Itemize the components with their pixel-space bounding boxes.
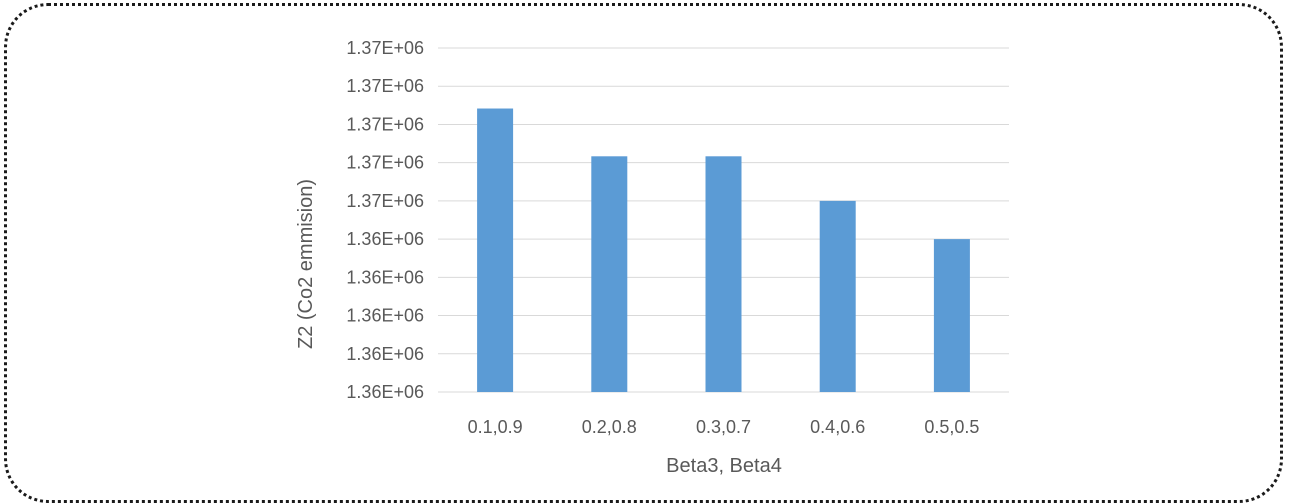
y-tick-label: 1.36E+06	[346, 382, 424, 402]
y-tick-label: 1.37E+06	[346, 153, 424, 173]
y-axis-title: Z2 (Co2 emmision)	[295, 179, 317, 349]
x-axis-title: Beta3, Beta4	[666, 455, 782, 477]
bar	[933, 239, 970, 392]
x-tick-labels: 0.1,0.9 0.2,0.8 0.3,0.7 0.4,0.6 0.5,0.5	[468, 417, 980, 437]
y-tick-label: 1.37E+06	[346, 76, 424, 96]
bars	[477, 108, 970, 392]
y-tick-label: 1.36E+06	[346, 229, 424, 249]
bar-chart: 1.36E+06 1.36E+06 1.36E+06 1.36E+06 1.36E+06…	[295, 38, 1009, 477]
x-tick-label: 0.1,0.9	[468, 417, 523, 437]
gridlines	[438, 47, 1009, 393]
y-tick-label: 1.37E+06	[346, 38, 424, 58]
bar	[477, 108, 514, 392]
x-tick-label: 0.2,0.8	[582, 417, 637, 437]
bar	[705, 156, 742, 392]
bar	[591, 156, 628, 392]
x-tick-label: 0.3,0.7	[696, 417, 751, 437]
bar	[819, 200, 856, 392]
x-tick-label: 0.4,0.6	[810, 417, 865, 437]
x-tick-label: 0.5,0.5	[924, 417, 979, 437]
y-tick-label: 1.36E+06	[346, 344, 424, 364]
y-tick-label: 1.37E+06	[346, 114, 424, 134]
y-tick-label: 1.37E+06	[346, 191, 424, 211]
y-tick-labels: 1.36E+06 1.36E+06 1.36E+06 1.36E+06 1.36E+06…	[346, 38, 424, 402]
y-tick-label: 1.36E+06	[346, 267, 424, 287]
y-tick-label: 1.36E+06	[346, 306, 424, 326]
